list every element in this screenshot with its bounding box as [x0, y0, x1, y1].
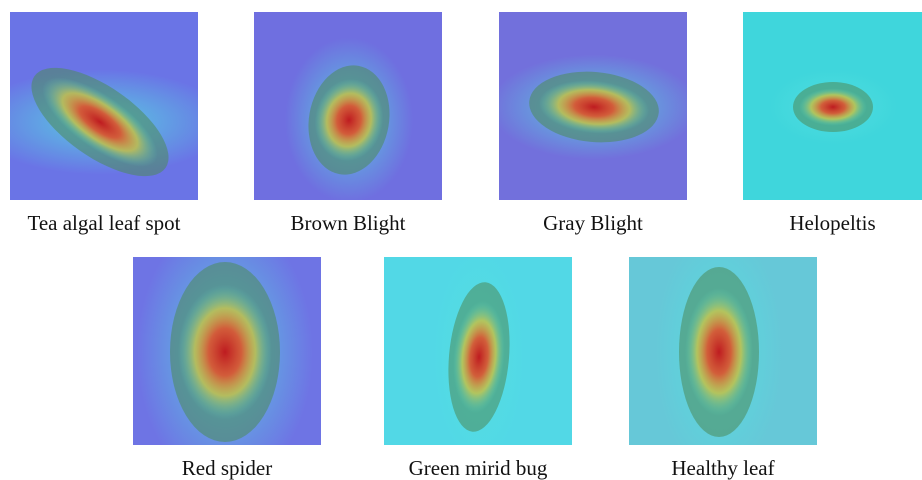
figure: Tea algal leaf spot Brown Blight Gray Blig… — [0, 0, 922, 480]
panel-label: Helopeltis — [789, 211, 875, 235]
heatmap-image — [629, 225, 817, 480]
panel-label: Gray Blight — [543, 211, 643, 235]
heatmap-image — [254, 12, 442, 203]
heat-spot — [178, 285, 272, 420]
heatmap-image — [0, 12, 228, 200]
heatmap-image — [384, 245, 572, 470]
heat-spot — [799, 88, 867, 126]
heatmap-image — [743, 12, 922, 200]
heatmap-image — [490, 12, 698, 200]
panel-label: Green mirid bug — [409, 456, 548, 480]
panel-label: Healthy leaf — [671, 456, 774, 480]
heatmap-image — [133, 217, 321, 480]
heat-spot — [685, 288, 753, 416]
panel-label: Tea algal leaf spot — [27, 211, 180, 235]
panel-label: Red spider — [182, 456, 272, 480]
panel-label: Brown Blight — [291, 211, 406, 235]
